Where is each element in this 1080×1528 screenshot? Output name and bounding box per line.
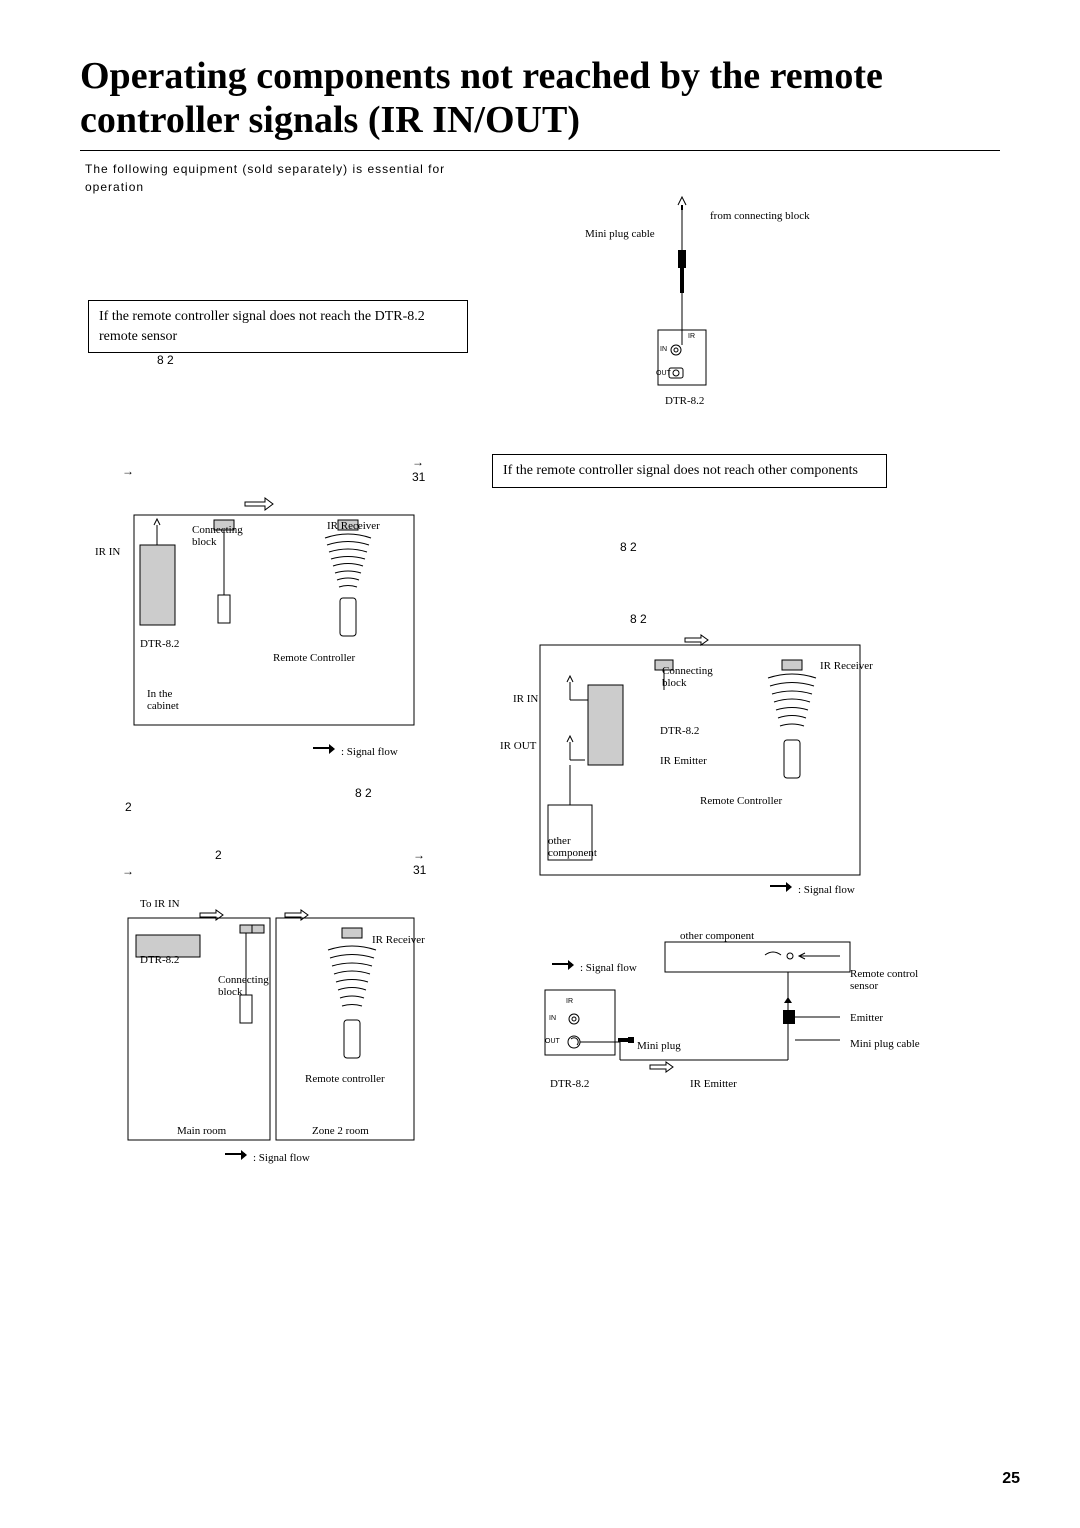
code-82b: 8 2 [355,786,372,800]
remote-label-ll: Remote controller [305,1073,385,1085]
signal-flow-rm: : Signal flow [770,880,855,898]
section2-heading: If the remote controller signal does not… [492,454,887,488]
signal-flow-lu: : Signal flow [313,742,398,760]
code-2b: 2 [215,848,222,862]
ir-label-rl: IR [566,998,573,1005]
dtr-label-ll: DTR-8.2 [140,954,179,966]
iremit-label-rm: IR Emitter [660,755,707,767]
irin-label-rm: IR IN [513,693,538,705]
signal-arrow-icon [770,883,794,893]
arrow-icon: → [413,848,425,862]
miniplug-label-rl: Mini plug [637,1040,681,1052]
in-label: IN [660,346,667,353]
section1-code: 8 2 [157,353,174,367]
intro-text: The following equipment (sold separately… [85,160,485,196]
irin-label: IR IN [95,546,120,558]
signal-flow-text: : Signal flow [253,1152,310,1164]
othercomp-label-rm: other component [548,835,604,859]
irrecv-label-rm: IR Receiver [820,660,873,672]
from-connecting-block-label: from connecting block [710,210,810,222]
rcs-label-rl: Remote control sensor [850,968,930,992]
minipcable-label-rl: Mini plug cable [850,1038,920,1050]
ref-31a: 31 [412,470,425,484]
dtr-label-rm: DTR-8.2 [660,725,699,737]
toirin-label: To IR IN [140,898,180,910]
section1-heading: If the remote controller signal does not… [88,300,468,353]
signal-arrow-icon [225,1151,249,1161]
section2-code2: 8 2 [630,612,647,626]
irrecv-label-ll: IR Receiver [372,934,425,946]
mainroom-label: Main room [177,1125,226,1137]
ref-31b: 31 [413,863,426,877]
arrow-icon: → [122,864,134,878]
signal-flow-ll: : Signal flow [225,1148,310,1166]
zone2-label: Zone 2 room [312,1125,369,1137]
remote-label-rm: Remote Controller [700,795,782,807]
signal-arrow-icon [552,961,576,971]
signal-arrow-icon [313,745,337,755]
page-number: 25 [1002,1470,1020,1488]
connblock-label-ll: Connecting block [218,974,278,998]
diagram-right-lower [530,930,950,1110]
arrow-icon: → [122,464,134,478]
connblock-label-rm: Connecting block [662,665,722,689]
dtr-label-tr: DTR-8.2 [665,395,704,407]
section2-code1: 8 2 [620,540,637,554]
mini-plug-cable-label: Mini plug cable [585,228,655,240]
code-2: 2 [125,800,132,814]
signal-flow-text: : Signal flow [798,884,855,896]
in-label-rl: IN [549,1015,556,1022]
arrow-icon: → [412,455,424,469]
out-label-rl: OUT [545,1038,560,1045]
emitter-label-rl: Emitter [850,1012,883,1024]
remote-label-lu: Remote Controller [273,652,355,664]
signal-flow-text: : Signal flow [341,746,398,758]
page-title: Operating components not reached by the … [80,55,1000,151]
dtr-label-lu: DTR-8.2 [140,638,179,650]
irrecv-label: IR Receiver [327,520,380,532]
connblock-label: Connecting block [192,524,252,548]
irout-label-rm: IR OUT [500,740,536,752]
signal-flow-rl: : Signal flow [552,958,637,976]
incab-label: In the cabinet [147,688,197,712]
iremit-label-rl: IR Emitter [690,1078,737,1090]
ir-label: IR [688,333,695,340]
out-label: OUT [656,370,671,377]
diagram-left-upper [90,490,440,755]
othercomp-label-rl: other component [680,930,754,942]
signal-flow-text: : Signal flow [580,962,637,974]
dtr-label-rl: DTR-8.2 [550,1078,589,1090]
